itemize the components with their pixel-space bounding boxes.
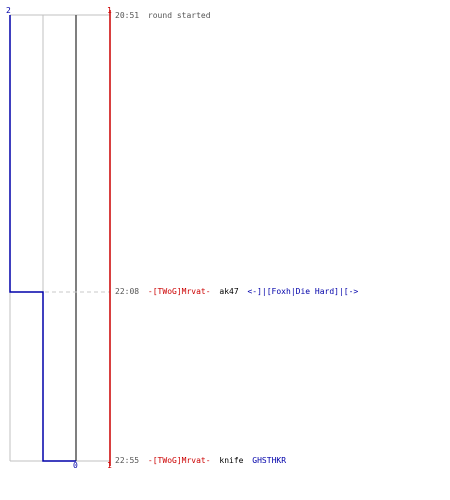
event-text: round started — [147, 11, 211, 20]
blue-end-score: 0 — [73, 461, 78, 470]
event-victim: GHSTHKR — [252, 456, 287, 465]
blue-start-score: 2 — [6, 6, 11, 15]
event-weapon: knife — [219, 456, 244, 465]
red-start-score: 1 — [107, 6, 112, 15]
blue-team-score-line — [9, 15, 76, 462]
event-row-kill: 22:08 -[TWoG]Mrvat- ak47 <-]|[Foxh|Die H… — [115, 288, 358, 297]
event-killer: -[TWoG]Mrvat- — [147, 287, 211, 296]
red-end-score: 1 — [107, 461, 112, 470]
event-victim: <-]|[Foxh|Die Hard]|[-> — [247, 287, 359, 296]
event-row-kill: 22:55 -[TWoG]Mrvat- knife GHSTHKR — [115, 457, 286, 466]
event-row-round-start: 20:51 round started — [115, 12, 211, 21]
event-time: 22:08 — [115, 287, 140, 296]
grid — [9, 14, 110, 462]
event-time: 20:51 — [115, 11, 140, 20]
event-killer: -[TWoG]Mrvat- — [147, 456, 211, 465]
event-time: 22:55 — [115, 456, 140, 465]
event-weapon: ak47 — [219, 287, 239, 296]
